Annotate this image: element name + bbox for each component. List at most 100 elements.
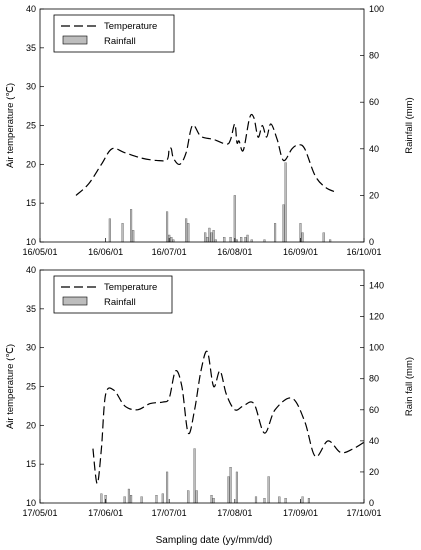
- y-left-tick-label: 40: [26, 4, 36, 14]
- x-tick-label: 16/05/01: [22, 247, 57, 257]
- rainfall-bar: [267, 476, 270, 504]
- rainfall-bar: [121, 223, 124, 243]
- legend-bar-swatch: [62, 296, 88, 306]
- y-right-tick-label: 120: [369, 312, 384, 322]
- y-left-tick-label: 40: [26, 265, 36, 275]
- rainfall-bar: [166, 211, 169, 243]
- y-right-tick-label: 40: [369, 436, 379, 446]
- rainfall-bar: [229, 237, 232, 243]
- rainfall-bar: [212, 498, 215, 504]
- rainfall-bar: [206, 237, 209, 243]
- y-right-tick-label: 80: [369, 374, 379, 384]
- rainfall-bar: [274, 223, 277, 243]
- x-axis-label: Sampling date (yy/mm/dd): [156, 535, 273, 546]
- y-left-tick-label: 35: [26, 304, 36, 314]
- x-tick-label: 16/06/01: [88, 247, 123, 257]
- y-right-tick-label: 0: [369, 498, 374, 508]
- y-left-axis-label: Air temperature (℃): [5, 344, 16, 429]
- rainfall-bar: [244, 237, 247, 243]
- rainfall-bar: [100, 493, 103, 504]
- y-left-tick-label: 25: [26, 382, 36, 392]
- rainfall-bar: [187, 223, 190, 243]
- rainfall-bar: [301, 232, 304, 243]
- legend-rainfall: Rainfall: [104, 297, 136, 308]
- rainfall-bar: [140, 496, 143, 504]
- legend-temperature: Temperature: [104, 282, 157, 293]
- x-tick-label: 17/08/01: [217, 508, 252, 518]
- rainfall-bar: [240, 237, 243, 243]
- y-left-tick-label: 30: [26, 343, 36, 353]
- rainfall-bar: [246, 234, 249, 243]
- x-tick-label: 17/09/01: [283, 508, 318, 518]
- y-left-axis-label: Air temperature (℃): [5, 83, 16, 168]
- rainfall-bar: [170, 237, 173, 243]
- panel-2016: 10 15 20 25 30 35 40 0 20 40 60 80 100 16/05/01 16/06/…: [5, 4, 415, 257]
- rainfall-bar: [263, 498, 266, 504]
- rainfall-bar: [210, 232, 213, 243]
- rainfall-bar: [193, 448, 196, 504]
- x-tick-label: 17/10/01: [346, 508, 381, 518]
- rainfall-bar: [130, 209, 133, 243]
- y-right-tick-label: 20: [369, 467, 379, 477]
- rainfall-bar: [195, 490, 198, 504]
- rainfall-bar: [282, 204, 285, 243]
- y-right-tick-label: 20: [369, 190, 379, 200]
- legend-box: [53, 14, 175, 53]
- y-right-axis-label: Rainfall (mm): [404, 97, 415, 153]
- x-tick-label: 17/07/01: [152, 508, 187, 518]
- rainfall-bar: [278, 496, 281, 504]
- y-right-tick-label: 140: [369, 281, 384, 291]
- y-left-tick-label: 25: [26, 121, 36, 131]
- rainfall-bar: [208, 227, 211, 243]
- rainfall-bar: [210, 495, 213, 504]
- x-tick-label: 16/09/01: [283, 247, 318, 257]
- rainfall-bar: [161, 493, 164, 504]
- x-tick-label: 16/08/01: [217, 247, 252, 257]
- panel-2017: 10 15 20 25 30 35 40 0 20 40 60 80 100 120 140 17/05/01…: [5, 265, 415, 518]
- y-right-tick-label: 40: [369, 144, 379, 154]
- rainfall-bar: [284, 162, 287, 243]
- rainfall-bar: [187, 490, 190, 504]
- x-tick-label: 16/10/01: [346, 247, 381, 257]
- legend-bar-swatch: [62, 35, 88, 45]
- y-left-tick-label: 10: [26, 237, 36, 247]
- rainfall-bar: [127, 488, 130, 504]
- y-right-tick-label: 100: [369, 4, 384, 14]
- y-right-axis-label: Rain fall (mm): [404, 357, 415, 416]
- y-left-tick-label: 15: [26, 198, 36, 208]
- rainfall-bar: [155, 495, 158, 504]
- rainfall-bar: [233, 195, 236, 243]
- x-tick-label: 17/05/01: [22, 508, 57, 518]
- temperature-line: [92, 350, 367, 485]
- rainfall-bar: [227, 476, 230, 504]
- rainfall-bar: [130, 495, 133, 504]
- rainfall-bar: [223, 237, 226, 243]
- legend-temperature: Temperature: [104, 21, 157, 32]
- rainfall-bar: [307, 498, 310, 504]
- y-left-tick-label: 35: [26, 43, 36, 53]
- rainfall-bar: [284, 498, 287, 504]
- rainfall-bar: [166, 471, 169, 504]
- rainfall-bar: [322, 232, 325, 243]
- rainfall-bar: [229, 467, 232, 504]
- x-tick-label: 17/06/01: [88, 508, 123, 518]
- temperature-line: [75, 113, 337, 196]
- rainfall-bar: [212, 230, 215, 243]
- y-right-tick-label: 60: [369, 405, 379, 415]
- rainfall-bar: [132, 230, 135, 243]
- y-right-tick-label: 60: [369, 97, 379, 107]
- y-right-tick-label: 100: [369, 343, 384, 353]
- rainfall-bar: [204, 232, 207, 243]
- y-right-tick-label: 80: [369, 51, 379, 61]
- rainfall-bar: [235, 471, 238, 504]
- legend-rainfall: Rainfall: [104, 36, 136, 47]
- rainfall-bar: [301, 496, 304, 504]
- legend-box: [53, 275, 173, 314]
- y-left-tick-label: 10: [26, 498, 36, 508]
- rainfall-bar: [185, 218, 188, 243]
- x-tick-label: 16/07/01: [152, 247, 187, 257]
- rainfall-bar: [108, 218, 111, 243]
- y-left-tick-label: 30: [26, 82, 36, 92]
- y-left-tick-label: 15: [26, 459, 36, 469]
